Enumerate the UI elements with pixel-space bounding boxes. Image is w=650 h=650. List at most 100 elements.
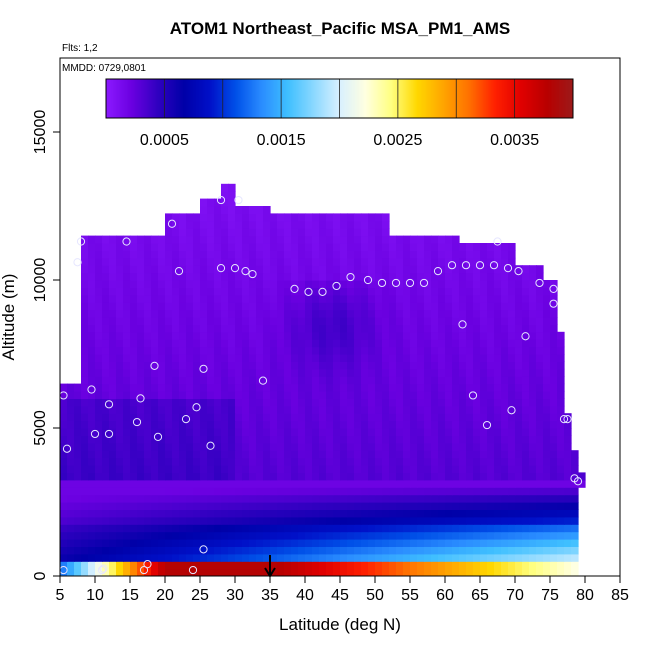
heatmap-cell [88,487,96,496]
heatmap-cell [319,450,327,459]
heatmap-cell [452,272,460,281]
heatmap-cell [130,531,138,540]
heatmap-cell [438,302,446,311]
heatmap-cell [256,398,264,407]
heatmap-cell [207,561,215,570]
heatmap-cell [333,457,341,466]
heatmap-cell [102,243,110,251]
heatmap-cell [319,376,327,385]
heatmap-cell [529,361,537,370]
heatmap-cell [340,553,348,562]
heatmap-cell [130,457,138,466]
heatmap-cell [305,428,313,436]
colorbar-segment [193,79,196,118]
heatmap-cell [445,265,453,274]
heatmap-cell [494,302,502,311]
heatmap-cell [571,553,579,562]
heatmap-cell [298,465,306,473]
heatmap-cell [144,331,152,340]
heatmap-cell [263,324,271,333]
heatmap-cell [417,361,425,370]
heatmap-cell [88,561,96,570]
heatmap-cell [445,539,453,547]
heatmap-cell [291,516,299,525]
heatmap-cell [375,220,383,229]
heatmap-cell [284,524,292,533]
heatmap-cell [340,539,348,547]
heatmap-cell [312,243,320,251]
heatmap-cell [571,546,579,555]
heatmap-cell [564,494,572,503]
heatmap-cell [410,243,418,251]
heatmap-cell [389,524,397,533]
heatmap-cell [340,354,348,362]
heatmap-cell [165,309,173,318]
heatmap-cell [508,391,516,399]
heatmap-cell [235,257,243,266]
heatmap-cell [116,516,124,525]
heatmap-cell [60,553,68,562]
heatmap-cell [354,516,362,525]
heatmap-cell [473,561,481,570]
heatmap-cell [158,398,166,407]
colorbar-segment [337,79,339,118]
heatmap-cell [214,309,222,318]
heatmap-cell [200,546,208,555]
heatmap-cell [312,568,320,576]
heatmap-cell [319,420,327,429]
heatmap-cell [116,383,124,392]
heatmap-cell [389,435,397,444]
heatmap-cell [193,376,201,385]
heatmap-cell [200,487,208,496]
heatmap-cell [137,553,145,562]
heatmap-cell [319,539,327,547]
heatmap-cell [179,502,187,510]
heatmap-cell [410,391,418,399]
heatmap-cell [536,413,544,422]
colorbar-segment [354,79,357,118]
heatmap-cell [235,346,243,355]
heatmap-cell [375,272,383,281]
heatmap-cell [109,420,117,429]
heatmap-cell [522,368,530,377]
heatmap-cell [564,465,572,473]
heatmap-cell [284,479,292,488]
heatmap-cell [235,272,243,281]
heatmap-cell [550,546,558,555]
heatmap-cell [361,405,369,414]
heatmap-cell [158,487,166,496]
heatmap-cell [515,487,523,496]
heatmap-cell [95,317,103,325]
heatmap-cell [354,228,362,237]
heatmap-cell [172,361,180,370]
heatmap-cell [116,494,124,503]
heatmap-cell [242,368,250,377]
heatmap-cell [431,553,439,562]
heatmap-cell [452,339,460,348]
heatmap-cell [67,435,75,444]
heatmap-cell [67,442,75,451]
colorbar-tick-label: 0.0005 [140,132,189,149]
heatmap-cell [179,494,187,503]
colorbar-segment [323,79,325,118]
observation-point [199,545,208,554]
heatmap-cell [228,220,236,229]
heatmap-cell [403,317,411,325]
heatmap-cell [417,487,425,496]
heatmap-cell [158,450,166,459]
heatmap-cell [557,487,565,496]
colorbar-segment [192,79,195,118]
colorbar-segment [183,79,185,118]
heatmap-cell [473,450,481,459]
heatmap-cell [81,398,89,407]
heatmap-cell [193,546,201,555]
heatmap-cell [102,539,110,547]
heatmap-cell [305,472,313,481]
heatmap-cell [340,479,348,488]
heatmap-cell [403,487,411,496]
heatmap-cell [326,479,334,488]
heatmap-cell [438,546,446,555]
heatmap-cell [550,354,558,362]
heatmap-cell [305,339,313,348]
